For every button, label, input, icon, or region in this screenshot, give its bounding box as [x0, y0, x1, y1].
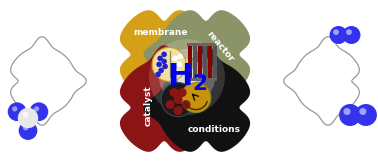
Circle shape — [359, 108, 366, 115]
Circle shape — [169, 59, 205, 95]
Polygon shape — [120, 10, 226, 117]
Circle shape — [162, 64, 168, 69]
Circle shape — [355, 104, 377, 126]
Circle shape — [333, 29, 339, 35]
Circle shape — [149, 39, 225, 115]
Circle shape — [156, 62, 162, 67]
Circle shape — [19, 121, 37, 140]
Circle shape — [177, 54, 183, 59]
Circle shape — [8, 102, 26, 121]
Circle shape — [330, 26, 347, 44]
Circle shape — [174, 95, 183, 104]
Circle shape — [23, 125, 28, 130]
Circle shape — [22, 112, 28, 118]
Circle shape — [181, 83, 211, 113]
Circle shape — [161, 59, 167, 64]
Text: conditions: conditions — [187, 125, 240, 134]
Circle shape — [342, 26, 361, 44]
Circle shape — [173, 69, 179, 74]
Bar — [193, 46, 197, 78]
Bar — [198, 46, 202, 78]
Text: reactor: reactor — [204, 29, 235, 64]
Circle shape — [166, 100, 175, 109]
Bar — [203, 46, 208, 78]
Circle shape — [159, 49, 215, 105]
Circle shape — [29, 102, 48, 121]
Circle shape — [177, 67, 197, 87]
Circle shape — [12, 106, 17, 111]
Bar — [208, 46, 212, 78]
Bar — [187, 43, 217, 46]
Circle shape — [158, 68, 164, 73]
Circle shape — [339, 104, 361, 126]
Text: membrane: membrane — [133, 28, 187, 37]
Circle shape — [161, 52, 167, 57]
Bar — [187, 78, 217, 81]
Circle shape — [18, 108, 38, 128]
Text: $\mathbf{H_2}$: $\mathbf{H_2}$ — [167, 61, 208, 93]
Circle shape — [161, 83, 195, 117]
Circle shape — [157, 56, 163, 61]
Circle shape — [174, 106, 183, 115]
Circle shape — [152, 47, 186, 81]
Polygon shape — [144, 45, 250, 152]
Circle shape — [178, 88, 187, 97]
Circle shape — [34, 106, 39, 111]
Circle shape — [172, 56, 178, 61]
Circle shape — [344, 108, 350, 115]
Circle shape — [346, 29, 352, 35]
Polygon shape — [120, 45, 226, 152]
Bar — [188, 46, 192, 78]
Text: catalyst: catalyst — [144, 85, 153, 126]
Circle shape — [181, 100, 191, 109]
Circle shape — [155, 72, 161, 77]
Circle shape — [176, 62, 182, 67]
Circle shape — [170, 88, 178, 97]
Bar — [213, 46, 217, 78]
Polygon shape — [144, 10, 250, 117]
